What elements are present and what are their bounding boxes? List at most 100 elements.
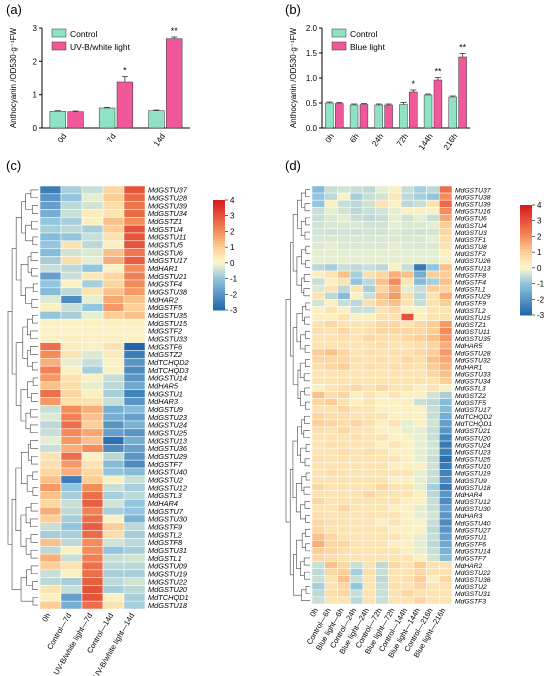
heatmap-cell	[388, 277, 402, 286]
heatmap-cell	[324, 596, 338, 605]
heatmap-cell	[426, 292, 440, 300]
heatmap-cell	[102, 185, 125, 195]
heatmap-cell	[388, 192, 402, 201]
heatmap-cell	[60, 459, 83, 469]
dendrogram-branch	[303, 288, 310, 297]
heatmap-cell	[39, 452, 62, 461]
heatmap-cell	[375, 440, 389, 449]
heatmap-cell	[375, 263, 389, 272]
heatmap-cell	[400, 355, 415, 364]
heatmap-cell	[39, 420, 62, 430]
legend-label: UV-B/white light	[70, 42, 131, 52]
colorbar-segment	[520, 282, 532, 286]
heatmap-cell	[123, 373, 146, 383]
heatmap-cell	[388, 582, 402, 591]
heatmap-cell	[81, 389, 104, 398]
colorbar-segment	[213, 205, 225, 209]
heatmap-cell	[349, 228, 364, 236]
x-tick-label: 72h	[395, 132, 410, 148]
heatmap-cell	[362, 547, 376, 555]
heatmap-cell	[60, 256, 83, 265]
row-label: MdGSTL2	[148, 530, 182, 539]
heatmap-cell	[349, 249, 364, 258]
heatmap-cell	[349, 575, 364, 583]
heatmap-cell	[439, 263, 453, 272]
heatmap-cell	[81, 217, 104, 226]
colorbar-segment	[213, 255, 225, 259]
heatmap-cell	[388, 447, 402, 456]
heatmap-cell	[60, 287, 83, 296]
heatmap-cell	[413, 299, 427, 307]
heatmap-cell	[337, 221, 351, 229]
heatmap-cell	[337, 362, 351, 371]
heatmap-cell	[337, 497, 351, 506]
heatmap-cell	[337, 355, 351, 364]
heatmap-cell	[349, 242, 364, 251]
dendrogram-branch	[300, 504, 306, 520]
heatmap-cell	[400, 596, 415, 605]
heatmap-cell	[439, 270, 453, 279]
heatmap-cell	[311, 426, 325, 435]
heatmap-cell	[413, 504, 427, 513]
heatmap-cell	[81, 232, 104, 242]
heatmap-cell	[81, 326, 104, 336]
heatmap-cell	[324, 249, 338, 258]
heatmap-cell	[413, 568, 427, 576]
heatmap-cell	[400, 511, 415, 520]
heatmap-cell	[60, 428, 83, 437]
heatmap-cell	[102, 428, 125, 437]
heatmap-cell	[60, 475, 83, 484]
row-label: MdGSTU5	[148, 241, 184, 250]
heatmap-cell	[426, 199, 440, 208]
heatmap-cell	[311, 504, 325, 513]
heatmap-cell	[375, 462, 389, 470]
x-tick-label: 7d	[105, 132, 117, 144]
colorbar-segment	[520, 229, 532, 233]
heatmap-cell	[60, 553, 83, 563]
colorbar-segment	[520, 224, 532, 228]
heatmap-cell	[311, 525, 325, 534]
heatmap-cell	[324, 299, 338, 307]
heatmap-cell	[337, 589, 351, 598]
heatmap-cell	[60, 546, 83, 555]
colorbar-segment	[520, 293, 532, 297]
heatmap-cell	[388, 348, 402, 357]
heatmap-cell	[337, 440, 351, 449]
heatmap-cell	[375, 454, 389, 463]
row-label: MdGSTF9	[148, 523, 182, 532]
row-label: MdGSTU27	[455, 527, 491, 534]
row-label: MdGSTF2	[455, 251, 486, 258]
heatmap-cell	[337, 369, 351, 378]
colorbar-segment	[213, 293, 225, 297]
heatmap-cell	[439, 511, 453, 520]
heatmap-cell	[439, 582, 453, 591]
heatmap-cell	[362, 384, 376, 392]
row-label: MdGSTU12	[455, 499, 491, 506]
heatmap-cell	[400, 327, 415, 336]
heatmap-cell	[39, 405, 62, 414]
heatmap-cell	[123, 287, 146, 296]
heatmap-cell	[324, 462, 338, 470]
heatmap-cell	[426, 249, 440, 258]
heatmap-cell	[81, 412, 104, 422]
dendrogram-branch	[285, 299, 291, 523]
heatmap-cell	[388, 341, 402, 350]
dendrogram-branch	[30, 518, 38, 528]
heatmap-cell	[400, 221, 415, 229]
heatmap-cell	[324, 525, 338, 534]
heatmap-cell	[362, 596, 376, 605]
heatmap-cell	[375, 327, 389, 336]
dendrogram-branch	[21, 201, 26, 234]
heatmap-cell	[349, 214, 364, 222]
heatmap-cell	[400, 561, 415, 569]
heatmap-cell	[39, 491, 62, 500]
heatmap-cell	[39, 499, 62, 508]
row-label: MdGSTF2	[148, 327, 182, 336]
heatmap-cell	[81, 530, 104, 539]
heatmap-cell	[337, 518, 351, 527]
heatmap-cell	[60, 514, 83, 524]
row-label: MdGSTU24	[455, 442, 491, 449]
heatmap-cell	[400, 568, 415, 576]
heatmap-cell	[81, 436, 104, 445]
heatmap-cell	[400, 476, 415, 484]
